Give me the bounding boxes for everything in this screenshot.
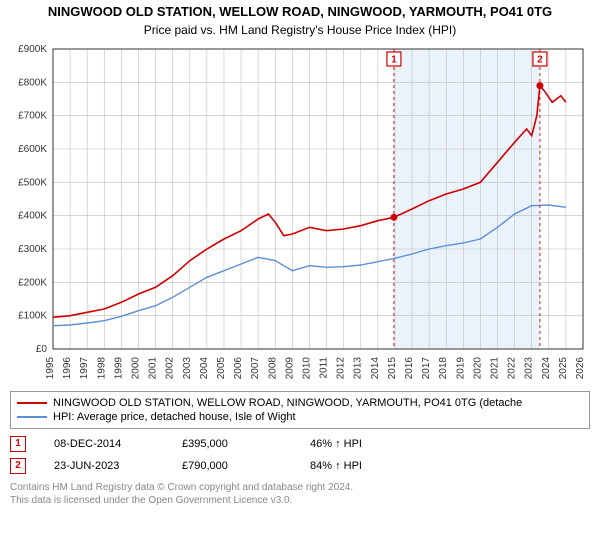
svg-text:£0: £0: [36, 344, 48, 355]
table-row: 1 08-DEC-2014 £395,000 46% ↑ HPI: [10, 433, 590, 455]
table-row: 2 23-JUN-2023 £790,000 84% ↑ HPI: [10, 455, 590, 477]
legend-swatch: [17, 402, 47, 404]
footer: Contains HM Land Registry data © Crown c…: [10, 481, 590, 507]
svg-text:2021: 2021: [490, 356, 501, 379]
legend-label: HPI: Average price, detached house, Isle…: [53, 411, 296, 423]
marker-badge: 2: [10, 458, 26, 474]
svg-text:1996: 1996: [62, 356, 73, 379]
svg-text:2015: 2015: [387, 356, 398, 379]
svg-text:£300K: £300K: [18, 244, 47, 255]
container: NINGWOOD OLD STATION, WELLOW ROAD, NINGW…: [0, 0, 600, 507]
svg-text:2008: 2008: [267, 356, 278, 379]
svg-text:2016: 2016: [404, 356, 415, 379]
svg-text:2003: 2003: [182, 356, 193, 379]
svg-text:£700K: £700K: [18, 111, 47, 122]
svg-text:2019: 2019: [455, 356, 466, 379]
svg-text:1: 1: [391, 54, 397, 65]
svg-text:2002: 2002: [165, 356, 176, 379]
sales-table: 1 08-DEC-2014 £395,000 46% ↑ HPI 2 23-JU…: [10, 433, 590, 477]
legend-swatch: [17, 416, 47, 418]
page-subtitle: Price paid vs. HM Land Registry's House …: [0, 21, 600, 43]
svg-text:1998: 1998: [96, 356, 107, 379]
sale-date: 08-DEC-2014: [54, 438, 154, 450]
svg-text:£500K: £500K: [18, 177, 47, 188]
svg-text:£800K: £800K: [18, 77, 47, 88]
sale-price: £395,000: [182, 438, 282, 450]
svg-text:2005: 2005: [216, 356, 227, 379]
sale-price: £790,000: [182, 460, 282, 472]
svg-text:2000: 2000: [130, 356, 141, 379]
svg-text:2022: 2022: [507, 356, 518, 379]
legend-label: NINGWOOD OLD STATION, WELLOW ROAD, NINGW…: [53, 397, 522, 409]
sale-date: 23-JUN-2023: [54, 460, 154, 472]
footer-line: Contains HM Land Registry data © Crown c…: [10, 481, 590, 494]
svg-text:2007: 2007: [250, 356, 261, 379]
svg-text:2001: 2001: [148, 356, 159, 379]
svg-text:£400K: £400K: [18, 211, 47, 222]
marker-badge: 1: [10, 436, 26, 452]
page-title: NINGWOOD OLD STATION, WELLOW ROAD, NINGW…: [0, 0, 600, 21]
svg-text:£600K: £600K: [18, 144, 47, 155]
svg-text:2010: 2010: [301, 356, 312, 379]
svg-text:2009: 2009: [284, 356, 295, 379]
svg-text:2: 2: [537, 54, 543, 65]
svg-text:2004: 2004: [199, 356, 210, 379]
svg-text:2023: 2023: [524, 356, 535, 379]
sale-delta: 84% ↑ HPI: [310, 460, 410, 472]
svg-text:£100K: £100K: [18, 311, 47, 322]
legend-row: HPI: Average price, detached house, Isle…: [17, 410, 583, 424]
legend: NINGWOOD OLD STATION, WELLOW ROAD, NINGW…: [10, 391, 590, 429]
svg-text:£200K: £200K: [18, 277, 47, 288]
svg-text:1995: 1995: [45, 356, 56, 379]
chart-svg: £0 £100K £200K £300K £400K £500K £600K £700K £80…: [5, 43, 595, 385]
svg-text:2017: 2017: [421, 356, 432, 379]
svg-text:2025: 2025: [558, 356, 569, 379]
svg-text:2018: 2018: [438, 356, 449, 379]
chart: £0 £100K £200K £300K £400K £500K £600K £700K £80…: [5, 43, 595, 385]
svg-text:2012: 2012: [336, 356, 347, 379]
svg-text:2024: 2024: [541, 356, 552, 379]
svg-text:2020: 2020: [472, 356, 483, 379]
sale-delta: 46% ↑ HPI: [310, 438, 410, 450]
footer-line: This data is licensed under the Open Gov…: [10, 494, 590, 507]
svg-text:2006: 2006: [233, 356, 244, 379]
svg-text:2014: 2014: [370, 356, 381, 379]
svg-text:2011: 2011: [319, 356, 330, 378]
svg-text:2026: 2026: [575, 356, 586, 379]
svg-text:£900K: £900K: [18, 44, 47, 55]
svg-text:1997: 1997: [79, 356, 90, 379]
legend-row: NINGWOOD OLD STATION, WELLOW ROAD, NINGW…: [17, 396, 583, 410]
svg-text:2013: 2013: [353, 356, 364, 379]
svg-text:1999: 1999: [113, 356, 124, 379]
